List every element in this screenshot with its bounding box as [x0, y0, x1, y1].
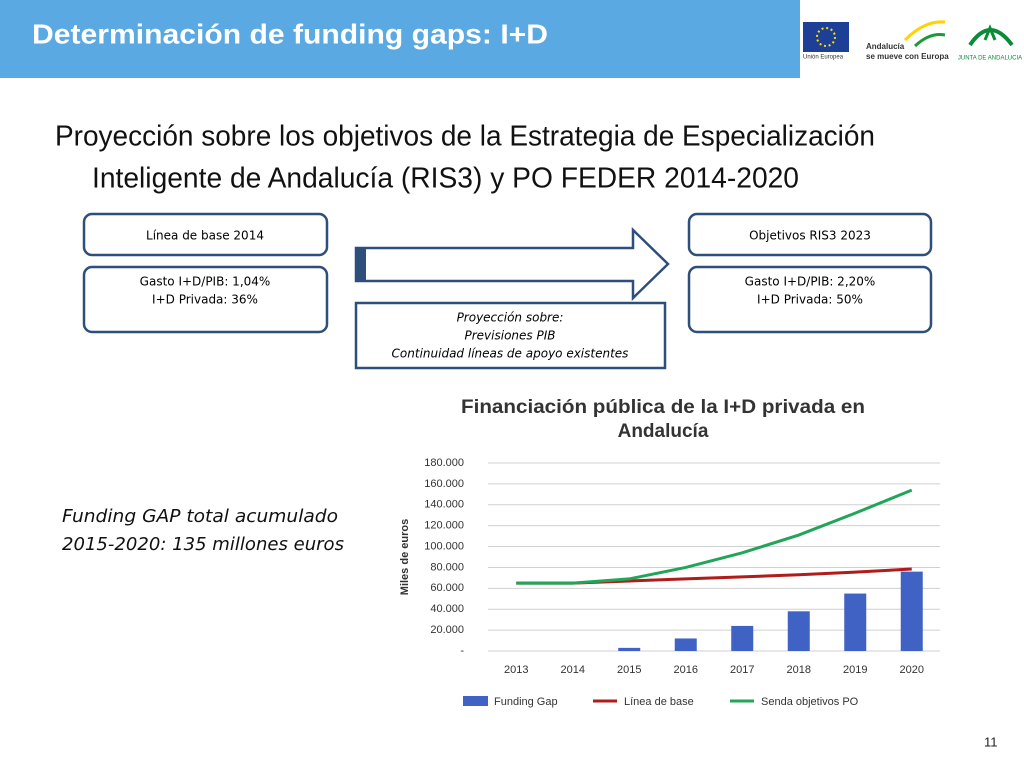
note: Funding GAP total acumulado: [62, 506, 338, 527]
note: 2015-2020: 135 millones euros: [62, 534, 344, 555]
y-tick-label: 160.000: [424, 478, 464, 490]
box: [687, 265, 933, 334]
box: [687, 212, 933, 257]
box-text: I+D Privada: 36%: [152, 293, 258, 307]
y-tick-label: 140.000: [424, 499, 464, 511]
x-tick-label: 2016: [674, 664, 698, 676]
andalucia-label: se mueve con Europa: [866, 52, 949, 61]
andalucia-mark: [913, 33, 946, 48]
y-tick-label: -: [460, 645, 464, 657]
box-text: Previsiones PIB: [465, 329, 556, 343]
bar: [900, 571, 923, 651]
arrow-tail: [356, 248, 366, 281]
y-tick-label: 80.000: [430, 561, 464, 573]
eu-label: Unión Europea: [803, 55, 844, 61]
x-tick-label: 2018: [787, 664, 811, 676]
heading: Inteligente de Andalucía (RIS3) y PO FED…: [92, 163, 799, 195]
y-tick-label: 180.000: [424, 457, 464, 469]
eu-stars: [816, 27, 836, 47]
slide-title: Determinación de funding gaps: I+D: [32, 18, 548, 49]
y-tick-label: 40.000: [430, 603, 464, 615]
bar: [731, 625, 754, 651]
bar: [618, 647, 641, 651]
y-tick-label: 60.000: [430, 582, 464, 594]
x-tick-label: 2020: [900, 664, 924, 676]
y-tick-label: 20.000: [430, 624, 464, 636]
legend-label: Línea de base: [624, 696, 694, 708]
x-tick-label: 2014: [561, 664, 585, 676]
bar: [787, 611, 810, 651]
legend-swatch: [463, 696, 488, 706]
andalucia-mark: [903, 20, 946, 42]
x-tick-label: 2019: [843, 664, 867, 676]
box-title: Objetivos RIS3 2023: [749, 229, 871, 243]
box: [82, 212, 329, 257]
chart-title: Andalucía: [618, 421, 709, 442]
header-bar: [0, 0, 800, 78]
y-tick-label: 120.000: [424, 520, 464, 532]
box-text: Gasto I+D/PIB: 1,04%: [140, 275, 271, 289]
chart-title: Financiación pública de la I+D privada e…: [461, 397, 865, 418]
heading: Proyección sobre los objetivos de la Est…: [55, 121, 875, 153]
page-number: 11: [984, 734, 998, 749]
line: [516, 567, 912, 585]
box-text: I+D Privada: 50%: [757, 293, 863, 307]
andalucia-label: Andalucía: [866, 42, 905, 51]
box: [82, 265, 329, 334]
y-axis-label: Miles de euros: [399, 519, 411, 595]
legend-label: Funding Gap: [494, 696, 558, 708]
bar: [674, 638, 697, 651]
box: [354, 301, 667, 370]
box-text: Continuidad líneas de apoyo existentes: [392, 347, 629, 361]
box-text: Proyección sobre:: [457, 311, 564, 325]
eu-flag: [803, 22, 849, 52]
x-tick-label: 2013: [504, 664, 528, 676]
x-tick-label: 2017: [730, 664, 754, 676]
legend-label: Senda objetivos PO: [761, 696, 859, 708]
junta-mark: [983, 24, 997, 41]
box-text: Gasto I+D/PIB: 2,20%: [745, 275, 876, 289]
arrow: [354, 227, 670, 301]
junta-label: JUNTA DE ANDALUCIA: [958, 56, 1022, 62]
box-title: Línea de base 2014: [146, 229, 264, 243]
x-tick-label: 2015: [617, 664, 641, 676]
y-tick-label: 100.000: [424, 540, 464, 552]
line: [516, 488, 913, 585]
bar: [844, 593, 867, 651]
